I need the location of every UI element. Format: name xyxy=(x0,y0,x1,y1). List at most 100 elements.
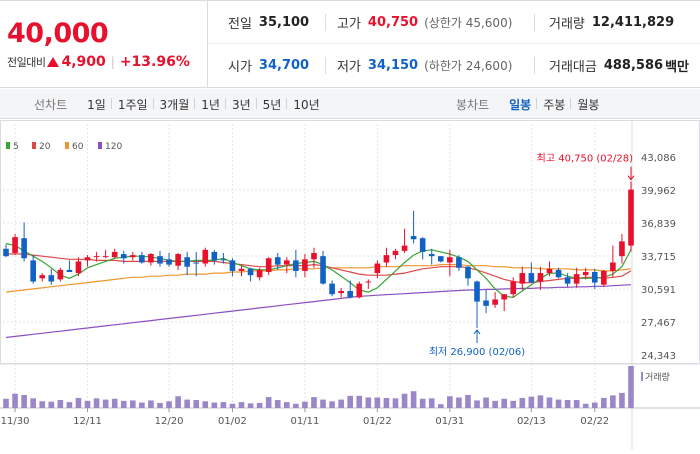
candle-body xyxy=(184,257,190,267)
candle-body xyxy=(311,252,317,260)
candle-body xyxy=(374,263,381,274)
x-tick-label: 12/11 xyxy=(73,416,102,427)
line-chart-title: 선차트 xyxy=(34,97,68,112)
volume-bar xyxy=(120,400,127,408)
x-tick-label: 01/31 xyxy=(435,416,464,427)
volume-bar xyxy=(474,400,480,408)
candle-body xyxy=(111,251,118,258)
legend-label: 20 xyxy=(39,142,51,152)
candle-body xyxy=(3,248,9,257)
prev-close-value: 35,100 xyxy=(258,15,310,30)
candle-body xyxy=(283,260,290,265)
volume-bar xyxy=(347,395,354,408)
candle-chart-tabs: 봉차트 일봉 주봉 월봉 xyxy=(456,89,605,119)
candle-body xyxy=(139,255,145,263)
tab-daily[interactable]: 일봉 xyxy=(509,97,532,112)
volume-bar xyxy=(555,399,562,408)
candle-body xyxy=(39,275,46,279)
tab-10y[interactable]: 10년 xyxy=(286,96,325,113)
amount-unit: 백만 xyxy=(665,60,689,75)
candle-body xyxy=(102,256,109,258)
candle-body xyxy=(410,236,417,240)
volume-bar xyxy=(311,397,317,408)
low-label: 저가 xyxy=(337,60,361,75)
low-value: 34,150 xyxy=(367,58,419,73)
stats-row-1: 전일 35,100 고가 40,750 (상한가 45,600) 거래량 12,… xyxy=(208,1,700,44)
candle-body xyxy=(202,249,209,264)
up-arrow-icon xyxy=(47,57,60,67)
volume-bar xyxy=(93,398,100,408)
candle-body xyxy=(610,262,616,271)
tab-1w[interactable]: 1주일 xyxy=(110,96,154,113)
volume-bar xyxy=(256,402,263,408)
volume-bar xyxy=(3,398,9,408)
volume-bar xyxy=(274,400,281,408)
candle-body xyxy=(238,268,245,271)
volume-bar xyxy=(383,397,390,408)
candle-body xyxy=(474,281,480,302)
candle-body xyxy=(66,269,73,272)
change-separator: | xyxy=(110,55,115,69)
quote-summary: 40,000 전일대비 4,900 | +13.96% 전일 35,100 고가… xyxy=(0,0,700,88)
candle-body xyxy=(510,281,517,295)
volume-bar xyxy=(202,401,209,408)
high-value: 40,750 xyxy=(367,15,419,30)
candle-body xyxy=(75,261,82,274)
x-tick-label: 01/22 xyxy=(363,416,392,427)
candle-body xyxy=(601,270,607,285)
low-cell: 저가 34,150 (하한가 24,600) xyxy=(337,44,512,87)
candle-body xyxy=(564,277,571,284)
candle-body xyxy=(492,299,498,305)
legend-swatch xyxy=(98,142,102,149)
change-value: 4,900 xyxy=(61,54,106,70)
candle-body xyxy=(256,269,263,278)
volume-bar xyxy=(39,401,46,408)
candle-body xyxy=(247,268,254,276)
volume-bar xyxy=(338,399,344,408)
ma5-line xyxy=(5,242,632,299)
candle-body xyxy=(428,254,435,257)
high-arrow-head xyxy=(627,175,635,181)
high-label: 고가 xyxy=(337,17,361,32)
volume-bar xyxy=(139,402,145,408)
tab-3m[interactable]: 3개월 xyxy=(152,96,196,113)
volume-bar xyxy=(374,397,381,408)
tab-5y[interactable]: 5년 xyxy=(255,96,288,113)
candle-body xyxy=(293,260,299,271)
volume-bar xyxy=(229,403,236,408)
volume-bar xyxy=(573,400,580,408)
divider xyxy=(325,57,326,74)
x-tick-label: 01/02 xyxy=(218,416,247,427)
volume-bar xyxy=(519,397,526,408)
tab-1y[interactable]: 1년 xyxy=(194,96,226,113)
volume-bar xyxy=(157,402,163,408)
volume-bar xyxy=(48,401,55,408)
tab-1d[interactable]: 1일 xyxy=(87,97,106,112)
volume-bar xyxy=(401,393,408,408)
tab-3y[interactable]: 3년 xyxy=(224,96,257,113)
volume-bar xyxy=(356,395,363,408)
tab-weekly[interactable]: 주봉 xyxy=(536,96,571,113)
candle-body xyxy=(166,259,172,265)
volume-bar xyxy=(447,396,453,408)
chart-tab-bar: 선차트 1일 1주일 3개월 1년 3년 5년 10년 봉차트 일봉 주봉 월봉 xyxy=(0,89,700,119)
volume-bar xyxy=(465,394,471,408)
stock-chart: 43,086 39,962 36,839 33,715 30,591 27,467 24,3… xyxy=(0,120,700,450)
volume-bar xyxy=(492,400,498,408)
volume-bar xyxy=(329,401,335,408)
stats-grid: 전일 35,100 고가 40,750 (상한가 45,600) 거래량 12,… xyxy=(208,1,700,87)
candle-body xyxy=(302,259,308,271)
divider xyxy=(325,14,326,31)
prev-close-label: 전일 xyxy=(228,17,252,32)
ma120-line xyxy=(5,284,632,339)
volume-bar xyxy=(410,391,417,408)
volume-bar xyxy=(419,398,426,408)
candle-body xyxy=(57,269,64,280)
candle-body xyxy=(356,283,363,298)
upper-limit: (상한가 45,600) xyxy=(424,16,513,30)
candle-body xyxy=(383,255,390,263)
volume-bar xyxy=(66,402,73,408)
candle-body xyxy=(338,291,344,294)
y-tick-label: 24,343 xyxy=(641,351,676,362)
tab-monthly[interactable]: 월봉 xyxy=(570,96,605,113)
